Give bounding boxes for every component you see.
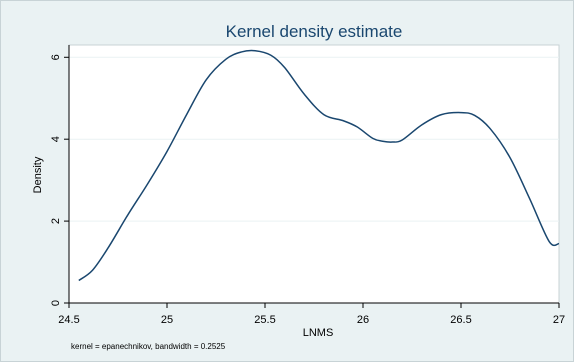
- x-tick-label: 26.5: [450, 314, 471, 326]
- chart-title: Kernel density estimate: [226, 22, 403, 41]
- x-tick-label: 24.5: [58, 314, 79, 326]
- x-tick-label: 26: [357, 314, 369, 326]
- x-tick-label: 27: [553, 314, 565, 326]
- x-tick-label: 25: [161, 314, 173, 326]
- gridlines: [69, 56, 559, 222]
- x-tick-label: 25.5: [254, 314, 275, 326]
- x-axis-label: LNMS: [303, 327, 334, 339]
- y-axis-label: Density: [32, 156, 44, 193]
- density-curve: [78, 49, 560, 282]
- y-tick-label: 4: [50, 136, 62, 142]
- kernel-note: kernel = epanechnikov, bandwidth = 0.252…: [71, 342, 226, 351]
- x-ticks: 24.5 25 25.5 26 26.5 27: [58, 303, 565, 326]
- series-group: [78, 49, 560, 282]
- plot-area: [68, 44, 560, 304]
- y-tick-label: 0: [50, 300, 62, 306]
- y-tick-label: 2: [50, 218, 62, 224]
- y-tick-label: 6: [50, 54, 62, 60]
- y-ticks: 0 2 4 6: [50, 54, 69, 306]
